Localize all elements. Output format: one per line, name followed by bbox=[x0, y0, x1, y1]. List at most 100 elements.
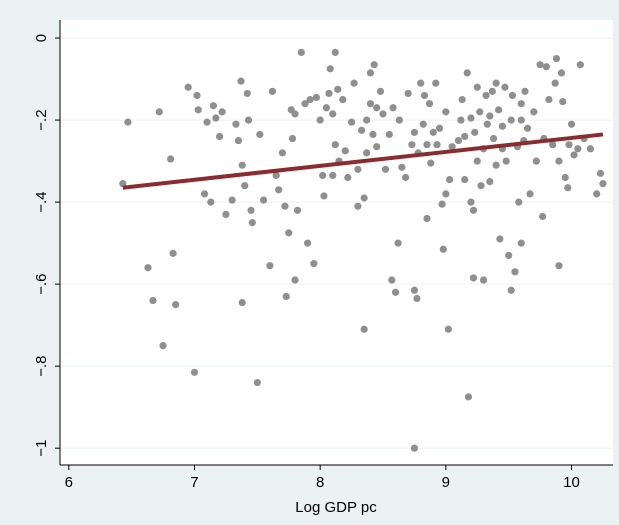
point bbox=[149, 296, 157, 305]
point bbox=[124, 118, 132, 126]
point bbox=[576, 61, 584, 69]
point bbox=[207, 198, 215, 206]
point bbox=[363, 116, 371, 124]
point bbox=[502, 157, 510, 165]
point bbox=[574, 145, 582, 153]
point bbox=[410, 444, 419, 452]
point bbox=[570, 151, 578, 159]
point bbox=[461, 132, 469, 141]
point bbox=[486, 177, 494, 186]
point bbox=[438, 200, 446, 208]
point bbox=[301, 100, 309, 108]
point bbox=[322, 104, 331, 112]
point bbox=[463, 69, 471, 77]
point bbox=[159, 342, 167, 350]
point bbox=[331, 141, 339, 149]
y-tick-label: −1 bbox=[33, 440, 50, 457]
point bbox=[507, 286, 515, 294]
point bbox=[234, 136, 243, 145]
point bbox=[492, 161, 500, 169]
point bbox=[526, 190, 534, 198]
point bbox=[167, 155, 175, 163]
point bbox=[410, 286, 419, 294]
point bbox=[266, 262, 274, 270]
point bbox=[442, 190, 450, 198]
point bbox=[373, 143, 381, 151]
point bbox=[360, 194, 368, 202]
point bbox=[557, 69, 566, 77]
point bbox=[341, 147, 349, 155]
point bbox=[567, 120, 576, 128]
point bbox=[496, 235, 504, 243]
point bbox=[492, 79, 500, 87]
point bbox=[561, 173, 569, 182]
point bbox=[347, 118, 356, 126]
point bbox=[395, 116, 403, 124]
y-tick-label: −.8 bbox=[33, 356, 50, 377]
point bbox=[381, 165, 390, 173]
point bbox=[477, 182, 485, 190]
point bbox=[344, 173, 352, 182]
point bbox=[366, 100, 375, 108]
point bbox=[467, 114, 475, 122]
point bbox=[464, 393, 473, 401]
point bbox=[193, 91, 201, 100]
point bbox=[530, 108, 538, 116]
point bbox=[552, 54, 561, 63]
point bbox=[458, 95, 466, 104]
point bbox=[272, 171, 280, 180]
point bbox=[260, 196, 268, 204]
point bbox=[354, 165, 362, 173]
point bbox=[432, 79, 440, 87]
point bbox=[291, 276, 299, 284]
point bbox=[303, 239, 312, 247]
point bbox=[483, 120, 491, 128]
point bbox=[471, 128, 479, 136]
point bbox=[429, 128, 437, 136]
point bbox=[268, 87, 277, 95]
point bbox=[423, 214, 431, 223]
point bbox=[169, 249, 177, 257]
point bbox=[200, 190, 209, 198]
point bbox=[379, 110, 387, 118]
point bbox=[413, 294, 421, 303]
point bbox=[281, 202, 289, 210]
point bbox=[172, 301, 180, 309]
y-tick-label: 0 bbox=[33, 34, 50, 42]
point bbox=[275, 186, 283, 194]
point bbox=[410, 128, 419, 136]
point bbox=[517, 116, 525, 124]
point bbox=[325, 89, 333, 98]
point bbox=[417, 79, 425, 87]
point bbox=[521, 87, 529, 95]
point bbox=[370, 61, 378, 69]
x-tick-label: 10 bbox=[563, 474, 580, 491]
point bbox=[216, 132, 224, 141]
point bbox=[476, 108, 484, 116]
point bbox=[486, 112, 494, 120]
point bbox=[218, 108, 226, 116]
point bbox=[419, 120, 427, 128]
point bbox=[238, 161, 246, 169]
point bbox=[586, 145, 594, 153]
point bbox=[427, 159, 435, 167]
y-tick-label: −.6 bbox=[33, 273, 50, 294]
point bbox=[310, 260, 318, 268]
point bbox=[479, 276, 488, 284]
point bbox=[291, 110, 299, 118]
point bbox=[319, 171, 327, 180]
point bbox=[542, 63, 550, 71]
x-tick-label: 6 bbox=[65, 474, 73, 491]
point bbox=[389, 104, 397, 112]
point bbox=[490, 134, 498, 143]
point bbox=[539, 212, 547, 221]
point bbox=[404, 89, 412, 98]
x-axis-title: Log GDP pc bbox=[295, 499, 377, 516]
point bbox=[495, 106, 503, 114]
point bbox=[511, 268, 519, 276]
point bbox=[190, 368, 199, 376]
point bbox=[329, 171, 337, 180]
point bbox=[536, 61, 544, 69]
point bbox=[253, 378, 261, 387]
y-tick-label: −.2 bbox=[33, 109, 50, 130]
